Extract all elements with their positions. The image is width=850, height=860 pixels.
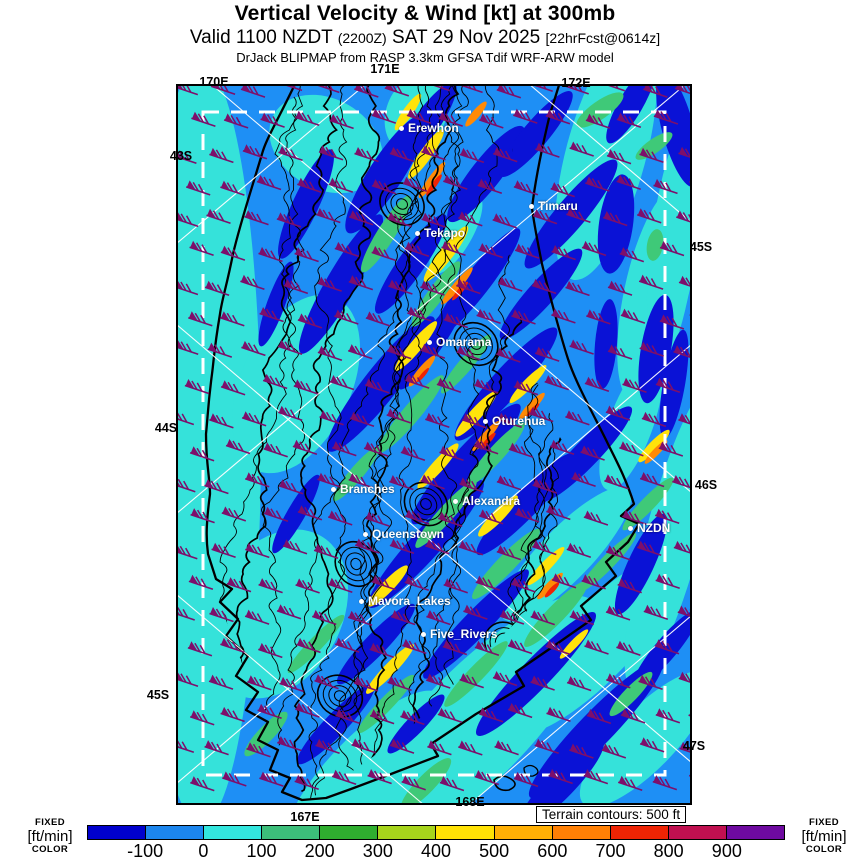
city-dot [529, 203, 534, 209]
header: Vertical Velocity & Wind [kt] at 300mb V… [0, 2, 850, 65]
axis-label-167e: 167E [290, 810, 320, 824]
city-label-nzdn: NZDN [628, 521, 670, 535]
city-dot [415, 230, 420, 236]
colorbar-tick-500: 500 [479, 841, 510, 860]
axis-label-45s: 45S [689, 240, 713, 254]
scale-units-label-left: FIXED [ft/min] COLOR [13, 818, 87, 854]
city-label-five_rivers: Five_Rivers [421, 627, 497, 641]
colorbar-segment [204, 826, 263, 839]
colorbar-segment [320, 826, 379, 839]
axis-label-43s: 43S [169, 149, 193, 163]
colorbar-tick--100: -100 [127, 841, 164, 860]
axis-label-171e: 171E [370, 62, 400, 76]
colorbar-tick-900: 900 [711, 841, 742, 860]
city-name: Queenstown [372, 527, 445, 541]
city-dot [628, 525, 633, 531]
domain-dashed-frame [201, 110, 667, 777]
axis-label-47s: 47S [682, 739, 706, 753]
city-name: Mavora_Lakes [368, 594, 451, 608]
map-canvas: Erewhon Timaru Tekapo Omarama Oturehua Branch… [176, 84, 692, 805]
city-name: Erewhon [408, 121, 459, 135]
colorbar-tick-800: 800 [653, 841, 684, 860]
axis-label-172e: 172E [561, 76, 591, 90]
colorbar-ticks: -100 0 100 200 300 400 500 600 700 800 900 [87, 841, 785, 860]
city-dot [453, 498, 458, 504]
ftmin-label: [ft/min] [801, 827, 847, 845]
colorbar-tick-700: 700 [595, 841, 626, 860]
fixed-label: FIXED [809, 817, 839, 828]
city-name: NZDN [637, 521, 671, 535]
city-dot [359, 598, 364, 604]
axis-label-44s: 44S [154, 421, 178, 435]
city-label-erewhon: Erewhon [399, 121, 459, 135]
city-dot [483, 418, 488, 424]
city-label-alexandra: Alexandra [453, 494, 520, 508]
city-name: Tekapo [424, 226, 466, 240]
colorbar-tick-300: 300 [362, 841, 393, 860]
colorbar-tick-0: 0 [198, 841, 209, 860]
axis-label-46s: 46S [694, 478, 718, 492]
colorbar-segment [726, 826, 784, 839]
city-dot [421, 631, 426, 637]
axis-label-45s: 45S [146, 688, 170, 702]
city-dot [399, 125, 404, 131]
model-info-line: DrJack BLIPMAP from RASP 3.3km GFSA Tdif… [236, 50, 614, 65]
city-label-tekapo: Tekapo [415, 226, 465, 240]
map-border [176, 84, 692, 805]
colorbar [87, 825, 785, 840]
colorbar-segment [668, 826, 727, 839]
colorbar-segment [88, 826, 147, 839]
city-label-timaru: Timaru [529, 199, 578, 213]
scale-units-label-right: FIXED [ft/min] COLOR [787, 818, 850, 854]
city-name: Oturehua [492, 414, 546, 428]
colorbar-segment [146, 826, 205, 839]
colorbar-tick-100: 100 [246, 841, 277, 860]
city-label-mavora_lakes: Mavora_Lakes [359, 594, 451, 608]
colorbar-segment [378, 826, 437, 839]
city-name: Alexandra [462, 494, 521, 508]
colorbar-segment [436, 826, 495, 839]
city-name: Branches [340, 482, 395, 496]
city-label-queenstown: Queenstown [363, 527, 444, 541]
terrain-contours-note: Terrain contours: 500 ft [536, 806, 687, 823]
colorbar-tick-600: 600 [537, 841, 568, 860]
ftmin-label: [ft/min] [27, 827, 73, 845]
colorbar-segment [552, 826, 611, 839]
axis-label-170e: 170E [199, 75, 229, 89]
city-label-omarama: Omarama [427, 335, 491, 349]
city-dot [363, 531, 368, 537]
page-title: Vertical Velocity & Wind [kt] at 300mb [234, 2, 616, 25]
colorbar-tick-400: 400 [420, 841, 452, 860]
colorbar-segment [494, 826, 553, 839]
city-name: Omarama [436, 335, 492, 349]
colorbar-segment [610, 826, 669, 839]
axis-label-168e: 168E [455, 795, 485, 809]
colorbar-segment [262, 826, 321, 839]
city-label-branches: Branches [331, 482, 395, 496]
city-name: Timaru [538, 199, 578, 213]
colorbar-tick-200: 200 [304, 841, 335, 860]
fixed-label: FIXED [35, 817, 65, 828]
city-dot [331, 486, 336, 492]
valid-time-line: Valid 1100 NZDT (2200Z) SAT 29 Nov 2025 … [189, 27, 661, 48]
city-name: Five_Rivers [430, 627, 498, 641]
color-label: COLOR [805, 843, 843, 855]
city-label-oturehua: Oturehua [483, 414, 545, 428]
city-dot [427, 339, 432, 345]
map-field-svg [176, 84, 692, 805]
color-label: COLOR [31, 843, 69, 855]
